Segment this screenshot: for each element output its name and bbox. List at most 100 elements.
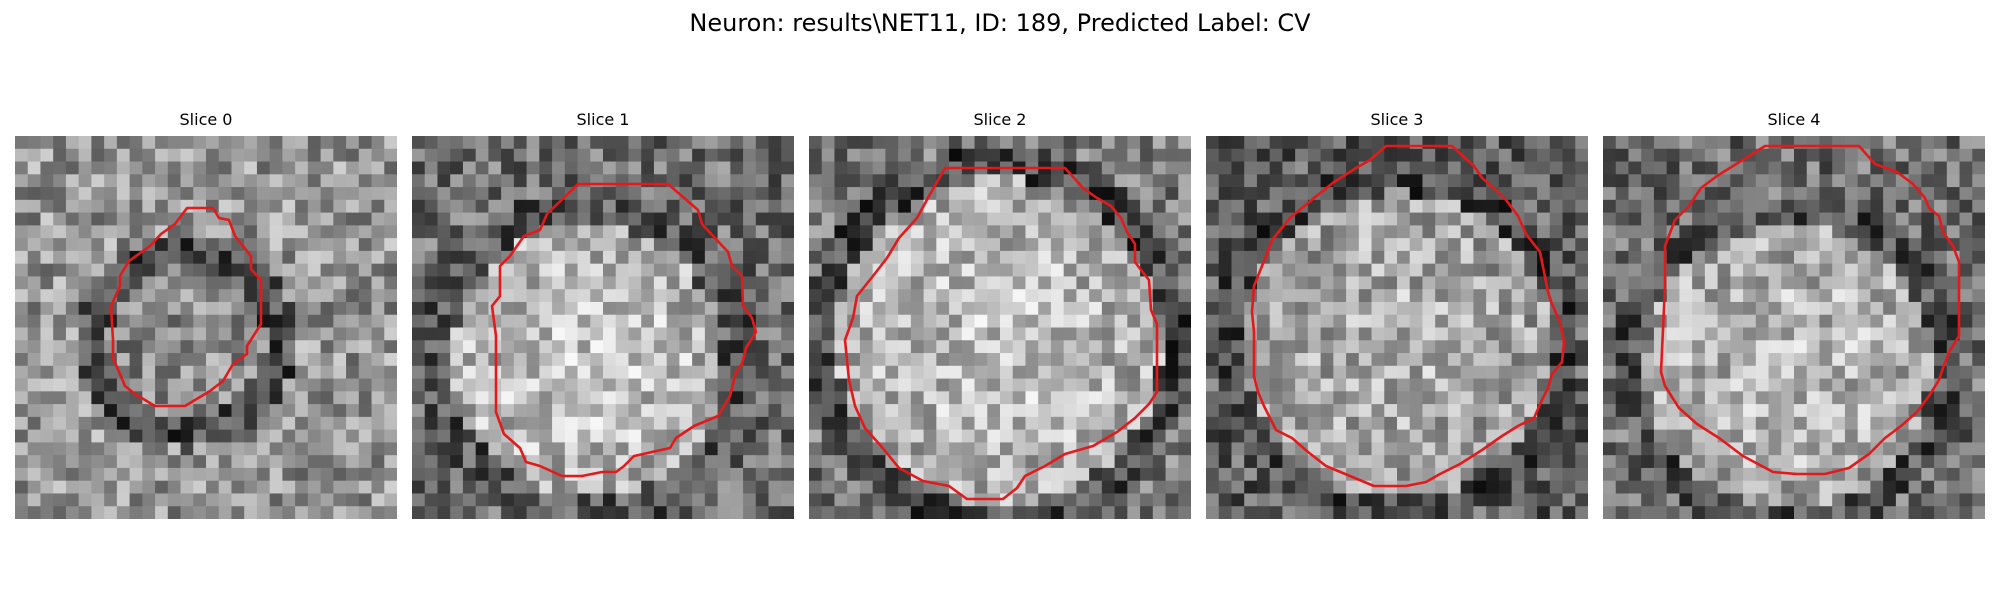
image-pixel — [679, 365, 693, 380]
image-pixel — [1422, 225, 1436, 239]
image-pixel — [1806, 263, 1821, 278]
image-pixel — [231, 455, 245, 469]
image-pixel — [1549, 391, 1564, 405]
image-pixel — [1895, 199, 1910, 214]
image-pixel — [1178, 238, 1191, 252]
image-pixel — [65, 225, 80, 239]
image-pixel — [1295, 455, 1309, 469]
image-pixel — [424, 493, 439, 507]
image-pixel — [821, 455, 836, 469]
image-pixel — [1231, 238, 1245, 252]
image-pixel — [1320, 301, 1334, 316]
image-pixel — [142, 250, 156, 265]
image-pixel — [1844, 136, 1859, 150]
image-pixel — [1282, 340, 1296, 354]
image-pixel — [1743, 416, 1757, 431]
image-pixel — [1524, 429, 1538, 443]
image-pixel — [949, 263, 963, 278]
image-pixel — [885, 199, 899, 214]
image-pixel — [142, 480, 156, 495]
image-pixel — [244, 429, 258, 443]
image-pixel — [755, 301, 770, 316]
image-pixel — [1346, 314, 1360, 329]
image-pixel — [1562, 187, 1576, 201]
image-pixel — [1781, 187, 1795, 201]
image-pixel — [1346, 455, 1360, 469]
image-pixel — [1946, 289, 1961, 303]
image-pixel — [1755, 212, 1770, 226]
image-pixel — [1371, 225, 1385, 239]
image-pixel — [1908, 289, 1922, 303]
image-pixel — [1781, 289, 1795, 303]
image-pixel — [679, 238, 693, 252]
image-pixel — [1473, 404, 1487, 418]
image-pixel — [809, 161, 823, 175]
image-pixel — [1730, 480, 1744, 495]
image-pixel — [193, 340, 207, 354]
image-pixel — [1089, 250, 1103, 265]
image-pixel — [1320, 340, 1334, 354]
image-pixel — [1972, 276, 1985, 290]
image-pixel — [244, 314, 258, 329]
image-pixel — [1832, 506, 1846, 519]
image-pixel — [1101, 480, 1116, 495]
image-pixel — [961, 187, 976, 201]
image-pixel — [809, 263, 823, 278]
image-pixel — [371, 314, 385, 329]
image-pixel — [949, 480, 963, 495]
image-pixel — [1537, 442, 1551, 456]
image-pixel — [1486, 506, 1500, 519]
image-pixel — [1012, 301, 1027, 316]
image-pixel — [1743, 404, 1757, 418]
image-pixel — [653, 225, 668, 239]
image-pixel — [653, 467, 668, 482]
image-pixel — [513, 289, 528, 303]
image-pixel — [333, 480, 347, 495]
image-pixel — [193, 353, 207, 367]
image-pixel — [180, 442, 194, 456]
image-pixel — [961, 199, 976, 214]
image-pixel — [692, 238, 706, 252]
image-pixel — [412, 250, 426, 265]
image-pixel — [371, 404, 385, 418]
image-pixel — [1307, 480, 1322, 495]
image-pixel — [358, 276, 373, 290]
image-pixel — [307, 365, 322, 380]
image-pixel — [269, 442, 283, 456]
image-pixel — [412, 136, 426, 150]
image-pixel — [1603, 289, 1617, 303]
image-pixel — [834, 378, 848, 392]
image-pixel — [501, 174, 515, 188]
image-pixel — [628, 429, 642, 443]
image-pixel — [1844, 353, 1859, 367]
image-pixel — [1076, 199, 1090, 214]
image-pixel — [462, 187, 477, 201]
image-pixel — [1921, 301, 1935, 316]
image-pixel — [1178, 506, 1191, 519]
image-pixel — [1704, 455, 1719, 469]
image-pixel — [1435, 353, 1449, 367]
image-pixel — [1972, 416, 1985, 431]
image-pixel — [27, 250, 42, 265]
image-pixel — [1603, 199, 1617, 214]
image-pixel — [1946, 404, 1961, 418]
image-pixel — [513, 212, 528, 226]
image-pixel — [974, 327, 988, 341]
image-pixel — [1832, 353, 1846, 367]
image-pixel — [704, 187, 719, 201]
image-pixel — [320, 493, 334, 507]
image-pixel — [1307, 416, 1322, 431]
image-pixel — [1883, 289, 1897, 303]
image-pixel — [1218, 493, 1233, 507]
image-pixel — [653, 365, 668, 380]
image-pixel — [40, 327, 54, 341]
image-pixel — [1575, 238, 1588, 252]
image-pixel — [577, 327, 591, 341]
image-pixel — [1524, 263, 1538, 278]
image-pixel — [27, 455, 42, 469]
image-pixel — [180, 136, 194, 150]
image-pixel — [501, 238, 515, 252]
slice-panel-1: Slice 1 — [412, 109, 794, 519]
image-pixel — [437, 353, 451, 367]
image-pixel — [15, 289, 29, 303]
